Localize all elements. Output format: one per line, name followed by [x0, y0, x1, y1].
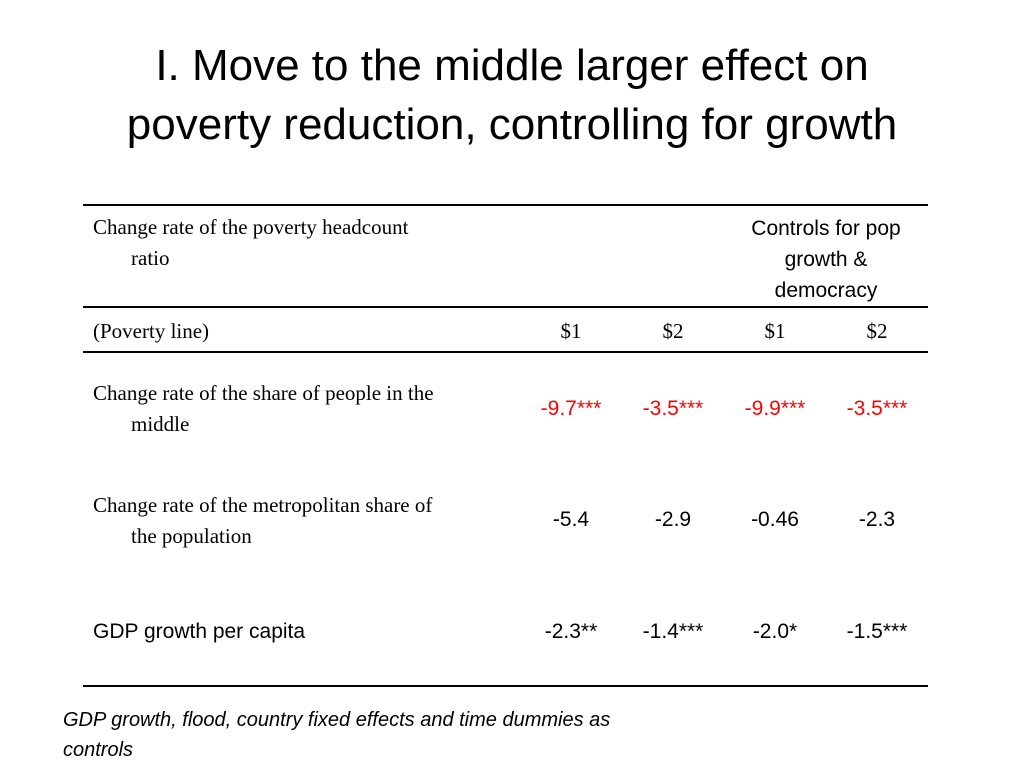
- controls-note: Controls for pop growth & democracy: [728, 213, 924, 306]
- table-cell-gdp-growth-3: -2.0*: [752, 620, 798, 643]
- table-footnote-line-1: GDP growth, flood, country fixed effects…: [63, 709, 611, 731]
- row-label-metropolitan-share-line-2: the population: [131, 524, 252, 548]
- row-label-middle-share-line-1: Change rate of the share of people in th…: [93, 381, 434, 405]
- column-header-4: $2: [866, 319, 888, 343]
- slide-title: I. Move to the middle larger effect on p…: [20, 36, 1004, 154]
- controls-note-line-3: democracy: [774, 279, 878, 302]
- header-separator-rule: [83, 306, 928, 308]
- table-top-rule: [83, 204, 928, 206]
- table-cell-gdp-growth-1: -2.3**: [544, 620, 598, 643]
- table-cell-metropolitan-share-3: -0.46: [751, 508, 799, 531]
- controls-note-line-1: Controls for pop: [751, 217, 901, 240]
- table-cell-gdp-growth-4: -1.5***: [846, 620, 908, 643]
- table-footnote-line-2: controls: [63, 739, 134, 761]
- row-label-middle-share: Change rate of the share of people in th…: [93, 378, 513, 440]
- slide-title-line-2: poverty reduction, controlling for growt…: [126, 100, 898, 149]
- table-cell-middle-share-3: -9.9***: [744, 397, 806, 420]
- table-cell-middle-share-4: -3.5***: [846, 397, 908, 420]
- column-header-1: $1: [560, 319, 582, 343]
- dependent-variable-label-line-2: ratio: [131, 246, 170, 270]
- table-cell-gdp-growth-2: -1.4***: [642, 620, 704, 643]
- row-label-gdp-growth: GDP growth per capita: [93, 620, 306, 643]
- dependent-variable-label: Change rate of the poverty headcount rat…: [93, 212, 513, 274]
- table-cell-metropolitan-share-1: -5.4: [552, 508, 590, 531]
- table-cell-metropolitan-share-2: -2.9: [654, 508, 692, 531]
- table-footnote: GDP growth, flood, country fixed effects…: [63, 705, 823, 765]
- column-header-2: $2: [662, 319, 684, 343]
- table-cell-middle-share-1: -9.7***: [540, 397, 602, 420]
- table-cell-metropolitan-share-4: -2.3: [858, 508, 896, 531]
- column-header-3: $1: [764, 319, 786, 343]
- table-bottom-rule: [83, 685, 928, 687]
- row-label-metropolitan-share-line-1: Change rate of the metropolitan share of: [93, 493, 433, 517]
- row-label-middle-share-line-2: middle: [131, 412, 190, 436]
- poverty-line-label: (Poverty line): [93, 319, 210, 343]
- row-label-metropolitan-share: Change rate of the metropolitan share of…: [93, 490, 513, 552]
- controls-note-line-2: growth &: [784, 248, 868, 271]
- table-cell-middle-share-2: -3.5***: [642, 397, 704, 420]
- column-header-rule: [83, 351, 928, 353]
- slide-title-line-1: I. Move to the middle larger effect on: [155, 41, 869, 90]
- dependent-variable-label-line-1: Change rate of the poverty headcount: [93, 215, 409, 239]
